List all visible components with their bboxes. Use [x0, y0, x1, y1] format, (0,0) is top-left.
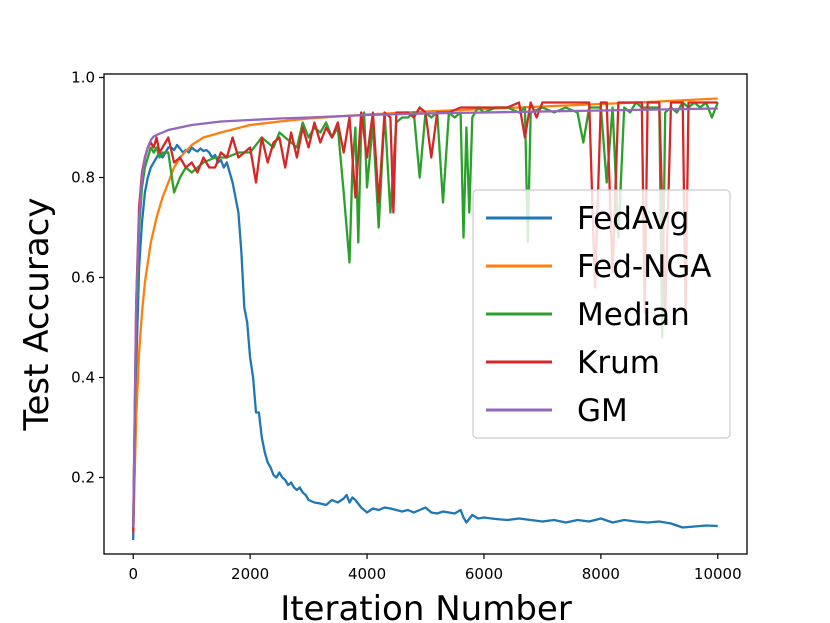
x-tick-label: 10000	[694, 565, 742, 583]
y-tick-label: 0.4	[71, 369, 95, 387]
y-tick-label: 0.8	[71, 169, 95, 187]
series-line-fedavg	[132, 143, 718, 541]
legend-label: Median	[577, 297, 690, 333]
series-lines	[132, 97, 719, 541]
y-axis: 0.2 0.4 0.6 0.8 1.0	[71, 69, 104, 487]
series-line-krum	[132, 101, 718, 533]
x-tick-label: 4000	[348, 565, 386, 583]
legend-label: Fed-NGA	[577, 249, 712, 285]
y-tick-label: 0.2	[71, 469, 95, 487]
legend-label: GM	[577, 393, 628, 429]
x-tick-label: 0	[128, 565, 138, 583]
legend-label: Krum	[577, 345, 660, 381]
x-tick-label: 6000	[465, 565, 503, 583]
x-axis: 0 2000 4000 6000 8000 10000	[128, 554, 742, 583]
plot-frame	[103, 73, 748, 555]
x-tick-label: 8000	[582, 565, 620, 583]
legend-label: FedAvg	[577, 201, 689, 237]
y-axis-title: Test Accuracy	[17, 198, 57, 432]
legend-box	[472, 189, 731, 439]
y-tick-label: 1.0	[71, 69, 95, 87]
x-tick-label: 2000	[231, 565, 269, 583]
y-tick-label: 0.6	[71, 269, 95, 287]
series-line-gm	[132, 107, 718, 528]
legend: FedAvg Fed-NGA Median Krum GM	[472, 189, 731, 439]
x-axis-title: Iteration Number	[280, 589, 572, 623]
